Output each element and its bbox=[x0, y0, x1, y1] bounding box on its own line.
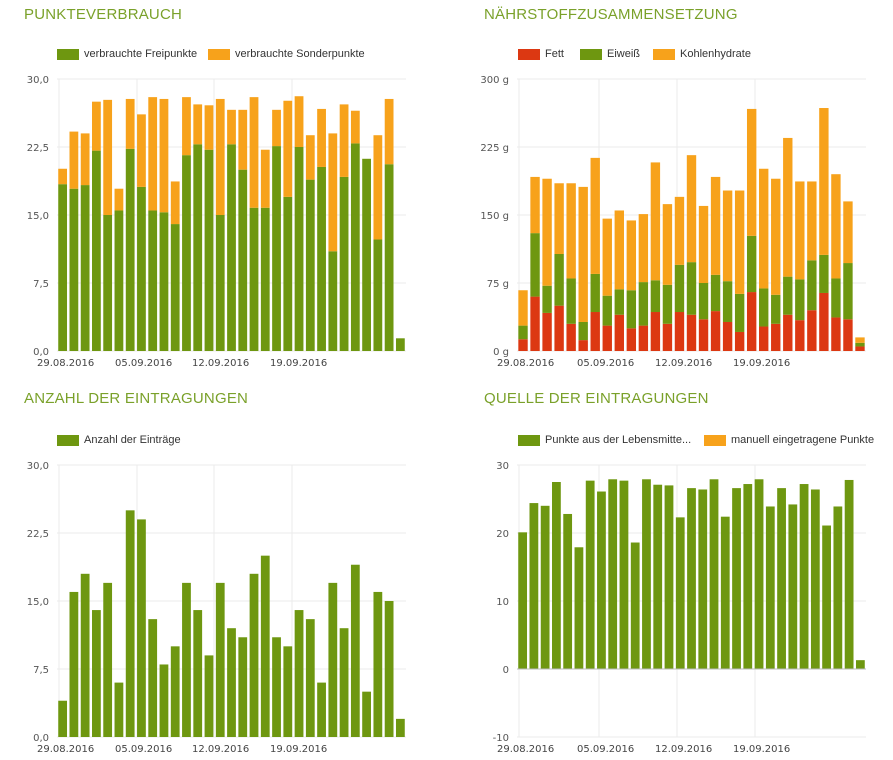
legend-swatch bbox=[57, 434, 79, 446]
legend-swatch bbox=[653, 48, 675, 60]
legend-label: Anzahl der Einträge bbox=[84, 434, 181, 446]
panel-anzahl: ANZAHL DER EINTRAGUNGEN Anzahl der Eintr… bbox=[0, 380, 446, 760]
legend-label: verbrauchte Sonderpunkte bbox=[235, 48, 365, 60]
legend-swatch bbox=[704, 434, 726, 446]
legend-item-freipunkte[interactable]: verbrauchte Freipunkte bbox=[57, 48, 197, 60]
panel-quelle: QUELLE DER EINTRAGUNGEN Punkte aus der L… bbox=[446, 380, 893, 760]
panel-punkteverbrauch: PUNKTEVERBRAUCH verbrauchte Freipunkte v… bbox=[0, 0, 446, 380]
panel-naehrstoff: NÄHRSTOFFZUSAMMENSETZUNG Fett Eiweiß Koh… bbox=[446, 0, 893, 380]
legend-label: Eiweiß bbox=[607, 48, 641, 60]
legend-swatch bbox=[518, 48, 540, 60]
chart-title: NÄHRSTOFFZUSAMMENSETZUNG bbox=[484, 6, 738, 23]
legend-item-manuell[interactable]: manuell eingetragene Punkte bbox=[704, 434, 874, 446]
legend-swatch bbox=[208, 48, 230, 60]
chart-title: PUNKTEVERBRAUCH bbox=[24, 6, 183, 23]
legend-item-eiweiss[interactable]: Eiweiß bbox=[580, 48, 640, 60]
legend-item-lebensmittel[interactable]: Punkte aus der Lebensmitte... bbox=[518, 434, 691, 446]
legend-item-fett[interactable]: Fett bbox=[518, 48, 564, 60]
legend-swatch bbox=[57, 48, 79, 60]
legend-swatch bbox=[580, 48, 602, 60]
legend-label: verbrauchte Freipunkte bbox=[84, 48, 198, 60]
chart-title: QUELLE DER EINTRAGUNGEN bbox=[484, 390, 709, 407]
legend-item-anzahl[interactable]: Anzahl der Einträge bbox=[57, 434, 181, 446]
legend-label: manuell eingetragene Punkte bbox=[731, 434, 875, 446]
legend-item-sonderpunkte[interactable]: verbrauchte Sonderpunkte bbox=[208, 48, 365, 60]
legend-swatch bbox=[518, 434, 540, 446]
chart-title: ANZAHL DER EINTRAGUNGEN bbox=[24, 390, 249, 407]
legend-label: Fett bbox=[545, 48, 564, 60]
legend-item-kohlenhydrate[interactable]: Kohlenhydrate bbox=[653, 48, 751, 60]
legend-label: Punkte aus der Lebensmitte... bbox=[545, 434, 692, 446]
legend-label: Kohlenhydrate bbox=[680, 48, 751, 60]
